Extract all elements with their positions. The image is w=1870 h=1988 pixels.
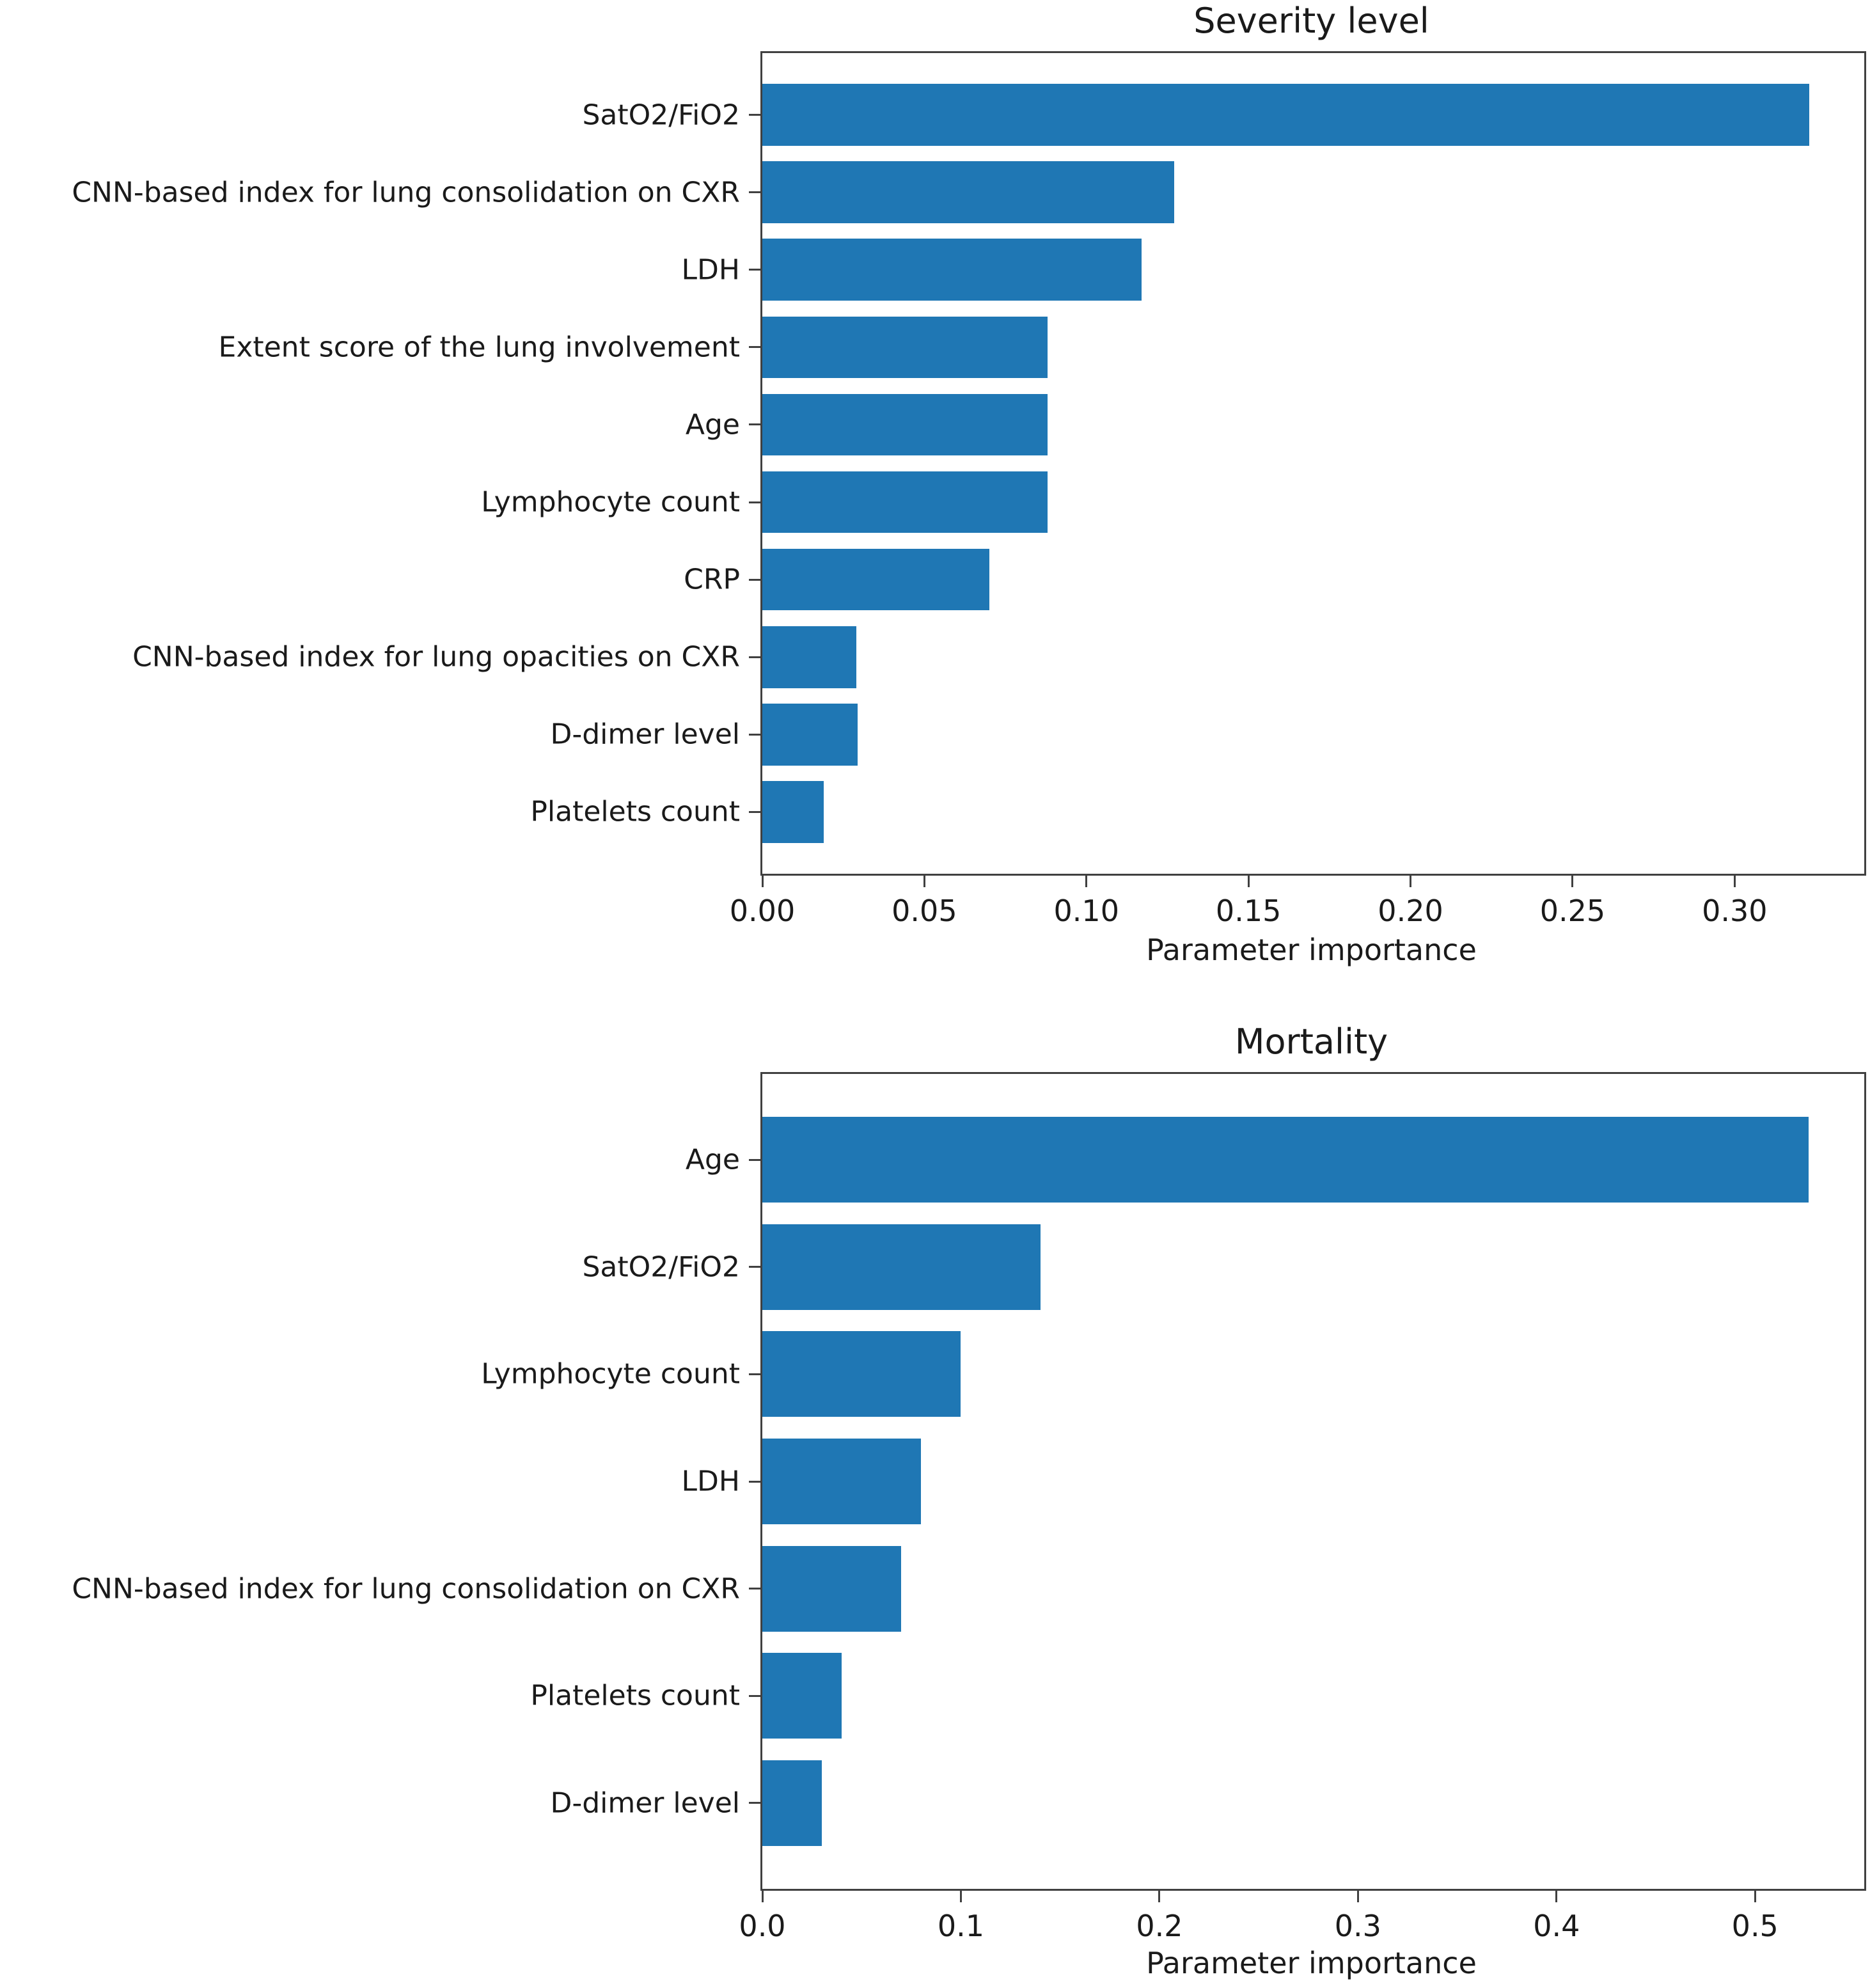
bar-8 [762,703,858,766]
x-tick-label-5: 0.5 [1731,1909,1779,1943]
x-tick-0 [761,876,764,887]
bar-3 [762,1438,922,1525]
category-label-2: Lymphocyte count [481,1357,740,1391]
x-tick-label-0: 0.0 [739,1909,786,1943]
x-tick-3 [1356,1891,1359,1902]
category-label-4: Age [685,408,740,441]
bar-2 [762,1331,961,1417]
bar-3 [762,316,1048,379]
x-tick-2 [1085,876,1088,887]
bar-5 [762,1653,842,1739]
x-tick-label-4: 0.4 [1533,1909,1580,1943]
bar-9 [762,780,824,843]
x-tick-label-1: 0.05 [892,894,957,928]
mortality-chart-title: Mortality [1234,1022,1388,1062]
severity-x-axis-label: Parameter importance [1146,933,1477,967]
y-tick-1 [749,191,760,194]
y-tick-5 [749,1694,760,1697]
severity-chart-title: Severity level [1193,1,1429,41]
bar-0 [762,1117,1809,1203]
bar-7 [762,626,856,688]
y-tick-7 [749,656,760,658]
category-label-6: D-dimer level [550,1787,740,1820]
x-tick-1 [923,876,925,887]
bar-0 [762,84,1809,146]
x-tick-label-3: 0.3 [1334,1909,1381,1943]
category-label-5: Lymphocyte count [481,485,740,519]
category-label-3: LDH [681,1465,740,1498]
y-tick-8 [749,733,760,736]
bar-4 [762,1545,902,1632]
x-tick-label-4: 0.20 [1378,894,1443,928]
category-label-3: Extent score of the lung involvement [218,331,740,364]
y-tick-3 [749,1480,760,1483]
x-tick-3 [1247,876,1250,887]
y-tick-3 [749,346,760,349]
mortality-x-axis-label: Parameter importance [1146,1946,1477,1980]
category-label-5: Platelets count [530,1679,740,1712]
x-tick-label-5: 0.25 [1539,894,1606,928]
y-tick-5 [749,501,760,503]
y-tick-4 [749,423,760,426]
x-tick-0 [761,1891,764,1902]
x-tick-label-3: 0.15 [1215,894,1282,928]
y-tick-2 [749,269,760,271]
x-tick-label-2: 0.2 [1136,1909,1183,1943]
category-label-8: D-dimer level [550,718,740,751]
bar-5 [762,471,1048,533]
x-tick-label-1: 0.1 [937,1909,985,1943]
category-label-6: CRP [684,563,740,596]
y-tick-1 [749,1266,760,1268]
x-tick-6 [1733,876,1736,887]
x-tick-2 [1158,1891,1161,1902]
bar-4 [762,393,1048,456]
x-tick-5 [1754,1891,1756,1902]
y-tick-6 [749,1802,760,1804]
category-label-0: Age [685,1143,740,1176]
y-tick-4 [749,1588,760,1590]
category-label-1: SatO2/FiO2 [582,1250,740,1284]
y-tick-6 [749,578,760,581]
category-label-4: CNN-based index for lung consolidation o… [72,1572,740,1605]
y-tick-0 [749,114,760,116]
y-tick-2 [749,1373,760,1375]
severity-plot-area [760,51,1866,876]
category-label-0: SatO2/FiO2 [582,99,740,132]
bar-1 [762,161,1174,224]
bar-6 [762,1760,822,1846]
category-label-7: CNN-based index for lung opacities on CX… [132,640,740,674]
x-tick-1 [959,1891,962,1902]
bar-2 [762,239,1142,301]
bar-1 [762,1224,1041,1310]
x-tick-4 [1410,876,1412,887]
mortality-plot-area [760,1072,1866,1891]
bar-6 [762,548,989,611]
x-tick-4 [1555,1891,1558,1902]
x-tick-label-2: 0.10 [1053,894,1119,928]
y-tick-0 [749,1158,760,1161]
y-tick-9 [749,810,760,813]
category-label-9: Platelets count [530,795,740,828]
category-label-1: CNN-based index for lung consolidation o… [72,176,740,209]
x-tick-label-0: 0.00 [729,894,796,928]
x-tick-5 [1571,876,1574,887]
category-label-2: LDH [681,253,740,287]
x-tick-label-6: 0.30 [1702,894,1768,928]
